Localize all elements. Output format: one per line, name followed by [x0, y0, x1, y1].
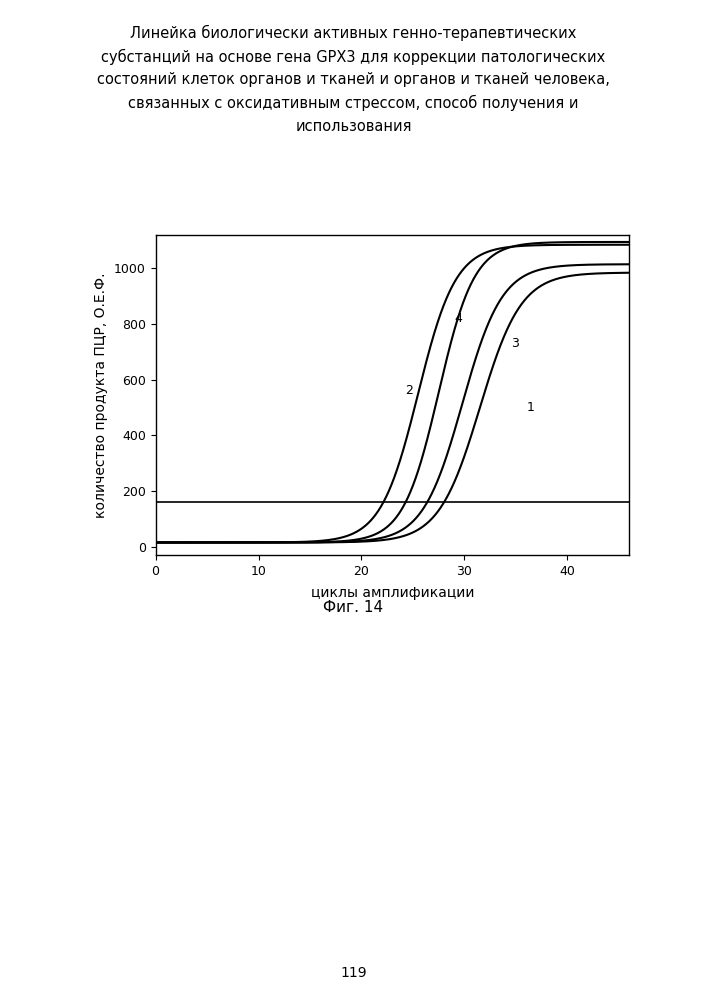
Text: Линейка биологически активных генно-терапевтических
субстанций на основе гена GP: Линейка биологически активных генно-тера… [97, 25, 610, 134]
Text: Фиг. 14: Фиг. 14 [323, 600, 384, 615]
Y-axis label: количество продукта ПЦР, О.Е.Ф.: количество продукта ПЦР, О.Е.Ф. [95, 272, 108, 518]
Text: 119: 119 [340, 966, 367, 980]
Text: 2: 2 [404, 384, 413, 397]
Text: 3: 3 [510, 337, 519, 350]
Text: 1: 1 [526, 401, 534, 414]
X-axis label: циклы амплификации: циклы амплификации [310, 586, 474, 600]
Text: 4: 4 [454, 312, 462, 325]
